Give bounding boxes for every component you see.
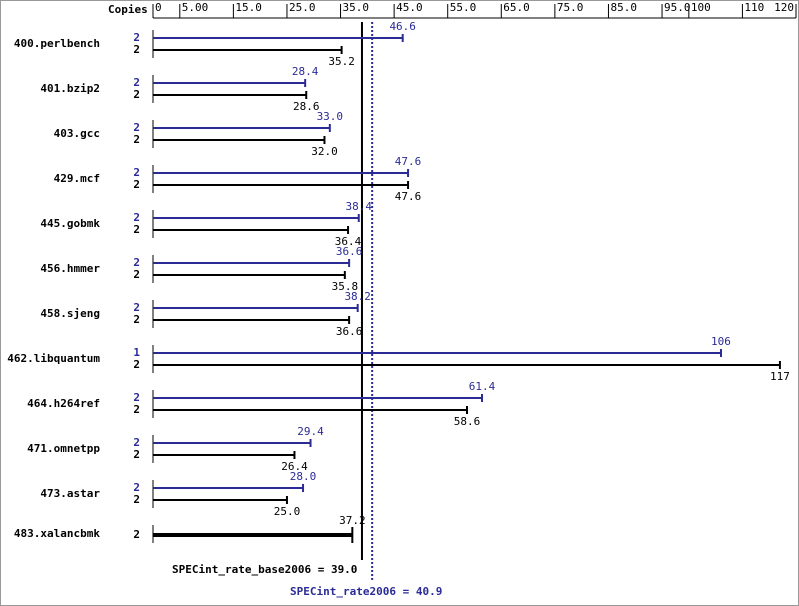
copies-header: Copies [108, 3, 148, 16]
x-tick-label: 45.0 [396, 1, 423, 14]
peak-copies: 2 [133, 436, 140, 449]
base-value-label: 26.4 [281, 460, 308, 473]
peak-copies: 2 [133, 211, 140, 224]
peak-value-label: 38.4 [346, 200, 373, 213]
base-copies: 2 [133, 313, 140, 326]
base-value-label: 37.2 [339, 514, 366, 527]
peak-value-label: 38.2 [344, 290, 371, 303]
base-copies: 2 [133, 178, 140, 191]
x-tick-label: 25.0 [289, 1, 316, 14]
benchmark-name: 429.mcf [54, 172, 100, 185]
base-value-label: 36.4 [335, 235, 362, 248]
peak-copies: 2 [133, 121, 140, 134]
peak-value-label: 28.0 [290, 470, 317, 483]
base-value-label: 117 [770, 370, 790, 383]
x-tick-label: 75.0 [557, 1, 584, 14]
peak-copies: 2 [133, 31, 140, 44]
peak-value-label: 61.4 [469, 380, 496, 393]
base-copies: 2 [133, 268, 140, 281]
x-tick-label: 35.0 [343, 1, 370, 14]
peak-copies: 2 [133, 391, 140, 404]
x-tick-label: 0 [155, 1, 162, 14]
base-value-label: 25.0 [274, 505, 301, 518]
base-value-label: 47.6 [395, 190, 422, 203]
benchmark-name: 483.xalancbmk [14, 527, 100, 540]
peak-value-label: 33.0 [317, 110, 344, 123]
benchmark-name: 458.sjeng [40, 307, 100, 320]
x-tick-label: 55.0 [450, 1, 477, 14]
benchmark-name: 403.gcc [54, 127, 100, 140]
x-tick-label: 15.0 [235, 1, 262, 14]
benchmark-name: 462.libquantum [7, 352, 100, 365]
base-value-label: 35.2 [328, 55, 355, 68]
base-copies: 2 [133, 88, 140, 101]
benchmark-name: 400.perlbench [14, 37, 100, 50]
base-value-label: 32.0 [311, 145, 338, 158]
x-tick-label: 65.0 [503, 1, 529, 14]
peak-value-label: 29.4 [297, 425, 324, 438]
base-mean-label: SPECint_rate_base2006 = 39.0 [172, 563, 357, 576]
x-tick-label: 85.0 [610, 1, 637, 14]
peak-copies: 2 [133, 301, 140, 314]
base-copies: 2 [133, 493, 140, 506]
base-copies: 2 [133, 43, 140, 56]
benchmark-name: 473.astar [40, 487, 100, 500]
peak-copies: 1 [133, 346, 140, 359]
base-copies: 2 [133, 528, 140, 541]
benchmark-name: 456.hmmer [40, 262, 100, 275]
base-copies: 2 [133, 133, 140, 146]
benchmark-name: 401.bzip2 [40, 82, 100, 95]
x-tick-label: 120 [774, 1, 794, 14]
benchmark-name: 471.omnetpp [27, 442, 100, 455]
base-value-label: 28.6 [293, 100, 320, 113]
peak-value-label: 28.4 [292, 65, 319, 78]
benchmark-name: 445.gobmk [40, 217, 100, 230]
peak-value-label: 46.6 [389, 20, 416, 33]
base-value-label: 36.6 [336, 325, 363, 338]
peak-copies: 2 [133, 256, 140, 269]
peak-copies: 2 [133, 166, 140, 179]
base-copies: 2 [133, 358, 140, 371]
peak-mean-label: SPECint_rate2006 = 40.9 [290, 585, 442, 598]
benchmark-name: 464.h264ref [27, 397, 100, 410]
peak-copies: 2 [133, 481, 140, 494]
x-tick-label: 110 [744, 1, 764, 14]
base-value-label: 58.6 [454, 415, 481, 428]
peak-value-label: 36.6 [336, 245, 363, 258]
base-copies: 2 [133, 223, 140, 236]
x-tick-label: 95.0 [664, 1, 691, 14]
x-tick-label: 100 [691, 1, 711, 14]
peak-value-label: 106 [711, 335, 731, 348]
base-copies: 2 [133, 448, 140, 461]
peak-value-label: 47.6 [395, 155, 422, 168]
base-value-label: 35.8 [332, 280, 359, 293]
peak-copies: 2 [133, 76, 140, 89]
x-tick-label: 5.00 [182, 1, 209, 14]
base-copies: 2 [133, 403, 140, 416]
